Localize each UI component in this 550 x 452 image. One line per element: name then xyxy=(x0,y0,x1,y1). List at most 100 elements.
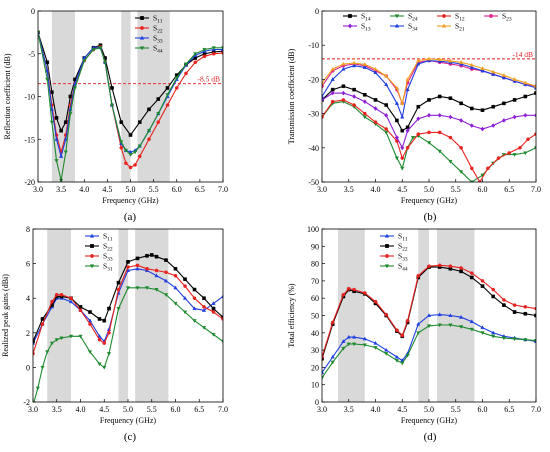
data-point-44 xyxy=(533,339,536,343)
data-point-33 xyxy=(459,266,463,270)
data-point-21 xyxy=(491,69,496,74)
legend-label-11: S11 xyxy=(103,232,113,243)
data-point-13 xyxy=(501,118,506,123)
data-point-22 xyxy=(126,260,130,264)
x-tick-label: 3.0 xyxy=(317,185,327,194)
data-point-13 xyxy=(373,106,378,111)
data-point-14 xyxy=(480,108,485,112)
x-tick-label: 3.5 xyxy=(56,185,66,194)
data-point-11 xyxy=(182,295,188,300)
data-point-33 xyxy=(154,268,159,273)
data-point-44 xyxy=(346,342,351,347)
data-point-22 xyxy=(145,254,149,258)
data-point-44 xyxy=(220,46,223,51)
legend-marker-23 xyxy=(489,14,493,18)
data-point-14 xyxy=(512,98,517,102)
data-point-11 xyxy=(469,319,474,324)
data-point-33 xyxy=(69,296,73,300)
panel-label: (b) xyxy=(424,211,437,223)
legend-label-22: S22 xyxy=(398,242,408,253)
data-point-12 xyxy=(518,146,522,150)
data-point-13 xyxy=(341,90,346,96)
x-tick-label: 5.5 xyxy=(451,185,461,194)
data-point-22 xyxy=(156,120,161,124)
data-point-21 xyxy=(373,66,378,71)
data-point-33 xyxy=(512,303,517,307)
data-point-33 xyxy=(341,293,346,297)
x-tick-label: 6.0 xyxy=(172,185,182,194)
data-point-12 xyxy=(384,127,389,131)
data-point-11 xyxy=(211,301,216,305)
data-point-11 xyxy=(351,334,357,339)
data-point-14 xyxy=(363,92,367,97)
data-point-31 xyxy=(220,339,223,344)
data-point-11 xyxy=(59,128,63,133)
data-point-33 xyxy=(202,305,206,309)
data-point-33 xyxy=(164,270,168,274)
data-point-31 xyxy=(87,350,93,355)
data-point-34 xyxy=(341,66,346,71)
data-point-11 xyxy=(156,97,161,101)
data-point-11 xyxy=(373,340,378,345)
x-tick-label: 6.5 xyxy=(504,405,514,414)
data-point-13 xyxy=(523,112,528,118)
data-point-12 xyxy=(330,99,335,104)
panel-a: -8.5 dB 3.0 3.5 4.0 4.5 5.0 5.5 6.0 6.5 7.0 0 -5 -10… xyxy=(3,7,228,223)
legend-marker-22 xyxy=(140,26,144,30)
data-point-12 xyxy=(496,156,501,160)
data-point-24 xyxy=(426,141,432,145)
data-point-13 xyxy=(362,99,367,105)
data-point-22 xyxy=(534,313,536,318)
data-point-44 xyxy=(102,60,108,65)
data-point-44 xyxy=(469,327,474,332)
legend-marker-24 xyxy=(394,14,400,19)
legend-marker-11 xyxy=(140,16,144,20)
data-point-12 xyxy=(363,111,367,116)
x-tick-label: 3.0 xyxy=(33,185,43,194)
data-point-44 xyxy=(405,353,410,358)
data-point-33 xyxy=(373,299,378,304)
legend-marker-21 xyxy=(441,23,447,28)
data-point-13 xyxy=(459,118,464,123)
data-point-11 xyxy=(322,370,325,375)
band-highlight xyxy=(338,229,365,402)
x-tick-label: 6.5 xyxy=(195,185,205,194)
data-point-12 xyxy=(470,166,474,171)
data-point-22 xyxy=(202,54,207,59)
data-point-22 xyxy=(523,311,528,316)
data-point-24 xyxy=(523,151,528,156)
y-tick-label: 8 xyxy=(26,225,30,234)
x-tick-label: 3.5 xyxy=(344,185,354,194)
x-tick-label: 4.0 xyxy=(76,405,86,414)
data-point-11 xyxy=(448,313,453,317)
data-point-44 xyxy=(437,323,442,328)
data-point-44 xyxy=(128,153,133,157)
y-tick-label: -30 xyxy=(308,110,319,119)
panel-label: (a) xyxy=(124,211,137,223)
x-tick-label: 7.0 xyxy=(218,185,228,194)
data-point-34 xyxy=(384,82,389,87)
data-point-13 xyxy=(448,114,453,120)
data-point-11 xyxy=(362,336,367,341)
y-tick-label: 4 xyxy=(26,294,30,303)
data-point-44 xyxy=(98,46,103,51)
data-point-21 xyxy=(400,101,405,105)
x-tick-label: 3.0 xyxy=(28,405,38,414)
data-point-11 xyxy=(163,278,169,283)
data-point-14 xyxy=(448,96,453,101)
x-tick-label: 4.0 xyxy=(371,405,381,414)
data-point-31 xyxy=(78,334,83,339)
data-point-11 xyxy=(54,116,59,120)
y-tick-label: 10 xyxy=(311,381,319,390)
data-point-44 xyxy=(146,129,152,133)
data-point-31 xyxy=(68,334,74,339)
data-point-31 xyxy=(182,310,188,315)
legend-label-21: S21 xyxy=(455,22,465,33)
data-point-33 xyxy=(97,337,102,342)
legend-label-22: S22 xyxy=(153,24,163,35)
data-point-34 xyxy=(501,75,507,80)
series-line-12 xyxy=(322,99,536,182)
legend-marker-22 xyxy=(385,244,389,248)
legend-label-33: S33 xyxy=(103,252,113,263)
x-tick-label: 5.5 xyxy=(147,405,157,414)
